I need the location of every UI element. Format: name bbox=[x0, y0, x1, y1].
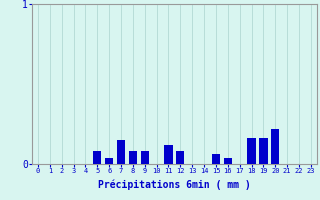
Bar bbox=[105, 158, 113, 164]
Bar bbox=[93, 151, 101, 164]
Bar bbox=[271, 129, 279, 164]
Bar bbox=[212, 154, 220, 164]
Bar bbox=[164, 145, 172, 164]
Bar bbox=[176, 151, 185, 164]
Bar bbox=[129, 151, 137, 164]
Bar bbox=[117, 140, 125, 164]
X-axis label: Précipitations 6min ( mm ): Précipitations 6min ( mm ) bbox=[98, 180, 251, 190]
Bar bbox=[259, 138, 268, 164]
Bar bbox=[224, 158, 232, 164]
Bar bbox=[140, 151, 149, 164]
Bar bbox=[247, 138, 256, 164]
